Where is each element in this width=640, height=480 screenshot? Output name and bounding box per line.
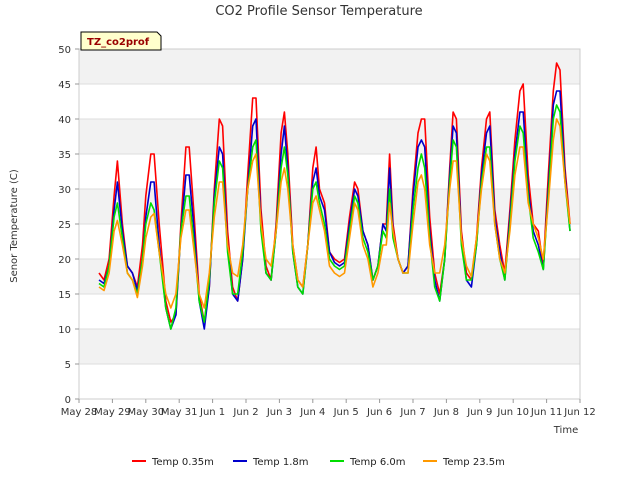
- series-line-temp-23-5m: [98, 118, 571, 309]
- legend: Temp 0.35m Temp 1.8m Temp 6.0m Temp 23.5m: [132, 457, 505, 468]
- chart-title: CO2 Profile Sensor Temperature: [215, 4, 422, 19]
- x-tick-label: Jun 11: [530, 407, 563, 418]
- x-tick-label: Jun 3: [266, 407, 292, 418]
- x-axis-label: Time: [553, 425, 578, 436]
- legend-label: Temp 1.8m: [252, 457, 308, 468]
- x-tick-label: Jun 7: [399, 407, 425, 418]
- y-tick-label: 0: [65, 395, 71, 406]
- y-tick-label: 30: [58, 185, 71, 196]
- x-tick-label: Jun 4: [299, 407, 325, 418]
- y-tick-label: 45: [58, 80, 71, 91]
- x-tick-label: May 29: [94, 407, 131, 418]
- y-tick-label: 5: [65, 360, 71, 371]
- plot-band: [79, 119, 580, 154]
- x-tick-label: Jun 10: [496, 407, 529, 418]
- x-tick-label: Jun 6: [366, 407, 392, 418]
- y-tick-label: 50: [58, 45, 71, 56]
- x-tick-label: Jun 2: [232, 407, 258, 418]
- series-layer: [98, 62, 571, 330]
- site-badge: TZ_co2prof: [80, 31, 162, 51]
- y-tick-label: 20: [58, 255, 71, 266]
- x-tick-label: Jun 8: [433, 407, 459, 418]
- y-tick-labels: 0 5 10 15 20 25 30 35 40 45 50: [58, 45, 79, 406]
- y-tick-label: 40: [58, 115, 71, 126]
- y-axis-label: Senor Temperature (C): [9, 169, 20, 283]
- plot-band: [79, 329, 580, 364]
- badge-label: TZ_co2prof: [87, 37, 150, 48]
- x-tick-label: May 31: [161, 407, 198, 418]
- plot-band: [79, 49, 580, 84]
- x-tick-label: Jun 5: [333, 407, 359, 418]
- y-tick-label: 15: [58, 290, 71, 301]
- legend-label: Temp 0.35m: [151, 457, 214, 468]
- badge-box: [80, 31, 162, 51]
- y-tick-label: 35: [58, 150, 71, 161]
- legend-label: Temp 23.5m: [442, 457, 505, 468]
- x-tick-label: Jun 9: [466, 407, 492, 418]
- y-tick-label: 25: [58, 220, 71, 231]
- x-tick-label: Jun 12: [563, 407, 596, 418]
- x-tick-label: Jun 1: [199, 407, 225, 418]
- legend-label: Temp 6.0m: [349, 457, 405, 468]
- y-tick-label: 10: [58, 325, 71, 336]
- x-tick-label: May 30: [128, 407, 165, 418]
- x-tick-label: May 28: [61, 407, 98, 418]
